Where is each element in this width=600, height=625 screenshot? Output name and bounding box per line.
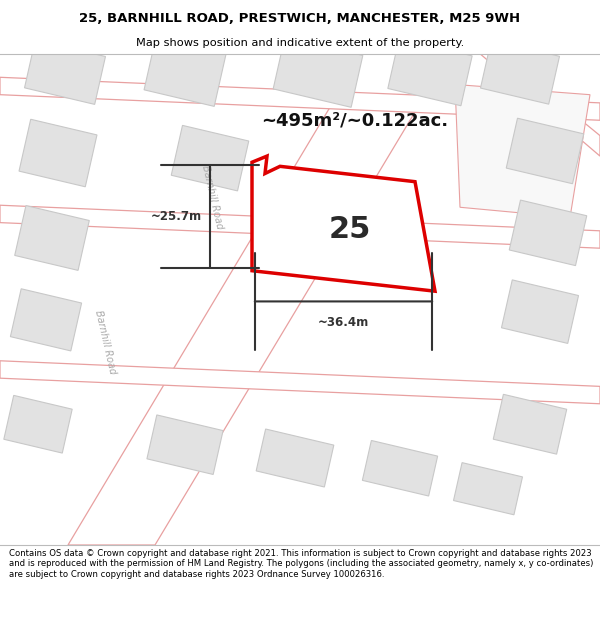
Text: 25: 25 — [329, 215, 371, 244]
Text: Barnhill Road: Barnhill Road — [93, 309, 117, 376]
Polygon shape — [506, 118, 584, 184]
Polygon shape — [388, 39, 472, 106]
Text: ~495m²/~0.122ac.: ~495m²/~0.122ac. — [262, 111, 449, 129]
Polygon shape — [481, 40, 560, 104]
Polygon shape — [455, 84, 590, 217]
Polygon shape — [144, 38, 226, 106]
Polygon shape — [25, 40, 106, 104]
Polygon shape — [0, 78, 600, 120]
Text: 25, BARNHILL ROAD, PRESTWICH, MANCHESTER, M25 9WH: 25, BARNHILL ROAD, PRESTWICH, MANCHESTER… — [79, 12, 521, 25]
Polygon shape — [273, 37, 363, 108]
Polygon shape — [454, 462, 523, 515]
Polygon shape — [147, 415, 223, 474]
Polygon shape — [15, 206, 89, 271]
Polygon shape — [171, 126, 249, 191]
Polygon shape — [509, 200, 587, 266]
Polygon shape — [0, 361, 600, 404]
Polygon shape — [502, 280, 578, 343]
Text: Contains OS data © Crown copyright and database right 2021. This information is : Contains OS data © Crown copyright and d… — [9, 549, 593, 579]
Polygon shape — [252, 156, 435, 291]
Text: Map shows position and indicative extent of the property.: Map shows position and indicative extent… — [136, 38, 464, 48]
Text: ~25.7m: ~25.7m — [151, 210, 202, 223]
Polygon shape — [68, 54, 450, 545]
Polygon shape — [4, 396, 72, 453]
Text: Barnhill Road: Barnhill Road — [200, 164, 224, 230]
Polygon shape — [493, 394, 567, 454]
Polygon shape — [256, 429, 334, 487]
Polygon shape — [0, 205, 600, 248]
Polygon shape — [362, 441, 437, 496]
Polygon shape — [480, 54, 600, 156]
Polygon shape — [10, 289, 82, 351]
Text: ~36.4m: ~36.4m — [318, 316, 369, 329]
Polygon shape — [19, 119, 97, 187]
